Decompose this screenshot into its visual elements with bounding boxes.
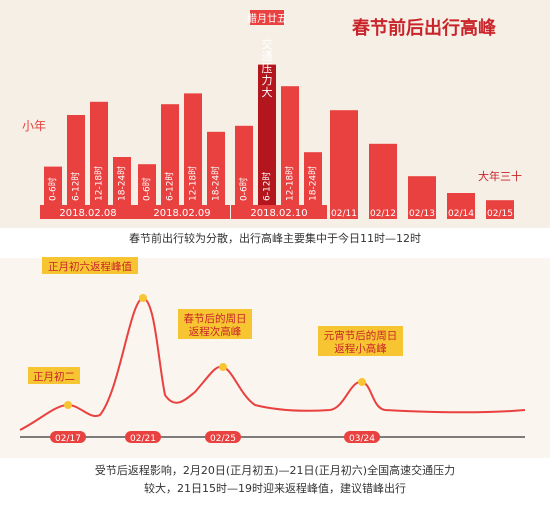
day-label: 02/13	[409, 209, 435, 219]
peak-callout-bg	[250, 10, 284, 25]
day-label: 02/14	[448, 209, 474, 219]
day-label: 02/12	[370, 209, 396, 219]
bar	[235, 125, 253, 205]
peak-point	[139, 294, 147, 302]
bar	[330, 110, 358, 205]
chart-title: 春节前后出行高峰	[352, 18, 496, 39]
bar	[304, 152, 322, 205]
bar-slot-label: 0-6时	[47, 177, 59, 201]
bar	[113, 157, 131, 205]
day-label-bg	[447, 205, 475, 219]
x-tick-bg	[344, 431, 380, 443]
bar-slot-label: 6-12时	[261, 172, 273, 201]
line-chart-caption: 受节后返程影响，2月20日(正月初五)—21日(正月初六)全国高速交通压力 较大…	[0, 462, 550, 498]
day-label: 2018.02.08	[59, 208, 116, 219]
annotation-box	[28, 367, 80, 384]
peak-label-char: 压	[262, 62, 273, 75]
bar	[90, 101, 108, 205]
peak-label-char: 大	[262, 85, 273, 99]
day-label-bg	[486, 205, 514, 219]
bar	[44, 166, 62, 205]
bar	[258, 64, 276, 205]
annotation-xiaonian: 小年	[22, 119, 46, 133]
day-label: 02/11	[331, 209, 357, 219]
day-label-bg	[408, 205, 436, 219]
annotation-text: 返程小高峰	[334, 342, 387, 355]
x-tick-label: 03/24	[349, 434, 375, 444]
day-label: 2018.02.10	[250, 208, 307, 219]
annotation-text: 正月初六返程峰值	[48, 260, 132, 273]
annotation-box	[178, 309, 252, 339]
annotation-text: 正月初二	[33, 370, 75, 383]
peak-point	[358, 378, 366, 386]
day-label-bg	[40, 205, 136, 219]
bar	[369, 143, 397, 205]
bar-slot-label: 12-18时	[284, 166, 296, 201]
bar-slot-label: 12-18时	[187, 166, 199, 201]
day-label-bg	[330, 205, 358, 219]
bar-slot-label: 0-6时	[238, 177, 250, 201]
x-tick-label: 02/21	[130, 434, 156, 444]
bar	[486, 200, 514, 205]
day-label: 2018.02.09	[153, 208, 210, 219]
bar	[281, 86, 299, 205]
bar-slot-label: 18-24时	[307, 166, 319, 201]
annotation-text: 春节后的周日	[184, 312, 247, 325]
bar	[184, 93, 202, 205]
x-tick-label: 02/17	[55, 434, 81, 444]
bar-chart-caption: 春节前出行较为分散，出行高峰主要集中于今日11时—12时	[129, 232, 421, 245]
bar-slot-label: 0-6时	[141, 177, 153, 201]
x-tick-bg	[205, 431, 241, 443]
annotation-box	[318, 326, 403, 356]
bar-slot-label: 6-12时	[70, 172, 82, 201]
x-tick-bg	[50, 431, 86, 443]
day-label-bg	[231, 205, 327, 219]
day-label-bg	[369, 205, 397, 219]
peak-label-char: 力	[262, 74, 273, 87]
day-label-bg	[134, 205, 230, 219]
bar	[207, 131, 225, 205]
bar	[138, 164, 156, 205]
bar	[161, 104, 179, 205]
day-label: 02/15	[487, 209, 513, 219]
line-caption-1: 受节后返程影响，2月20日(正月初五)—21日(正月初六)全国高速交通压力	[94, 464, 456, 477]
bar-slot-label: 12-18时	[93, 166, 105, 201]
peak-callout: 腊月廿五	[247, 13, 287, 25]
bar-slot-label: 6-12时	[164, 172, 176, 201]
line-background	[0, 258, 550, 458]
peak-point	[64, 401, 72, 409]
bar	[67, 115, 85, 205]
annotation-chuxi: 大年三十	[478, 169, 522, 183]
line-caption-2: 较大，21日15时—19时迎来返程峰值，建议错峰出行	[144, 482, 406, 495]
bar-slot-label: 18-24时	[210, 166, 222, 201]
annotation-text: 元宵节后的周日	[324, 329, 398, 342]
annotation-text: 返程次高峰	[189, 325, 242, 338]
bar	[447, 193, 475, 205]
x-tick-bg	[125, 431, 161, 443]
bar-slot-label: 18-24时	[116, 166, 128, 201]
peak-point	[219, 363, 227, 371]
peak-label-char: 通	[262, 50, 273, 63]
annotation-box	[42, 257, 138, 274]
bar	[408, 176, 436, 205]
series-line	[19, 296, 526, 431]
x-tick-label: 02/25	[210, 434, 236, 444]
peak-label-char: 交	[262, 37, 273, 51]
